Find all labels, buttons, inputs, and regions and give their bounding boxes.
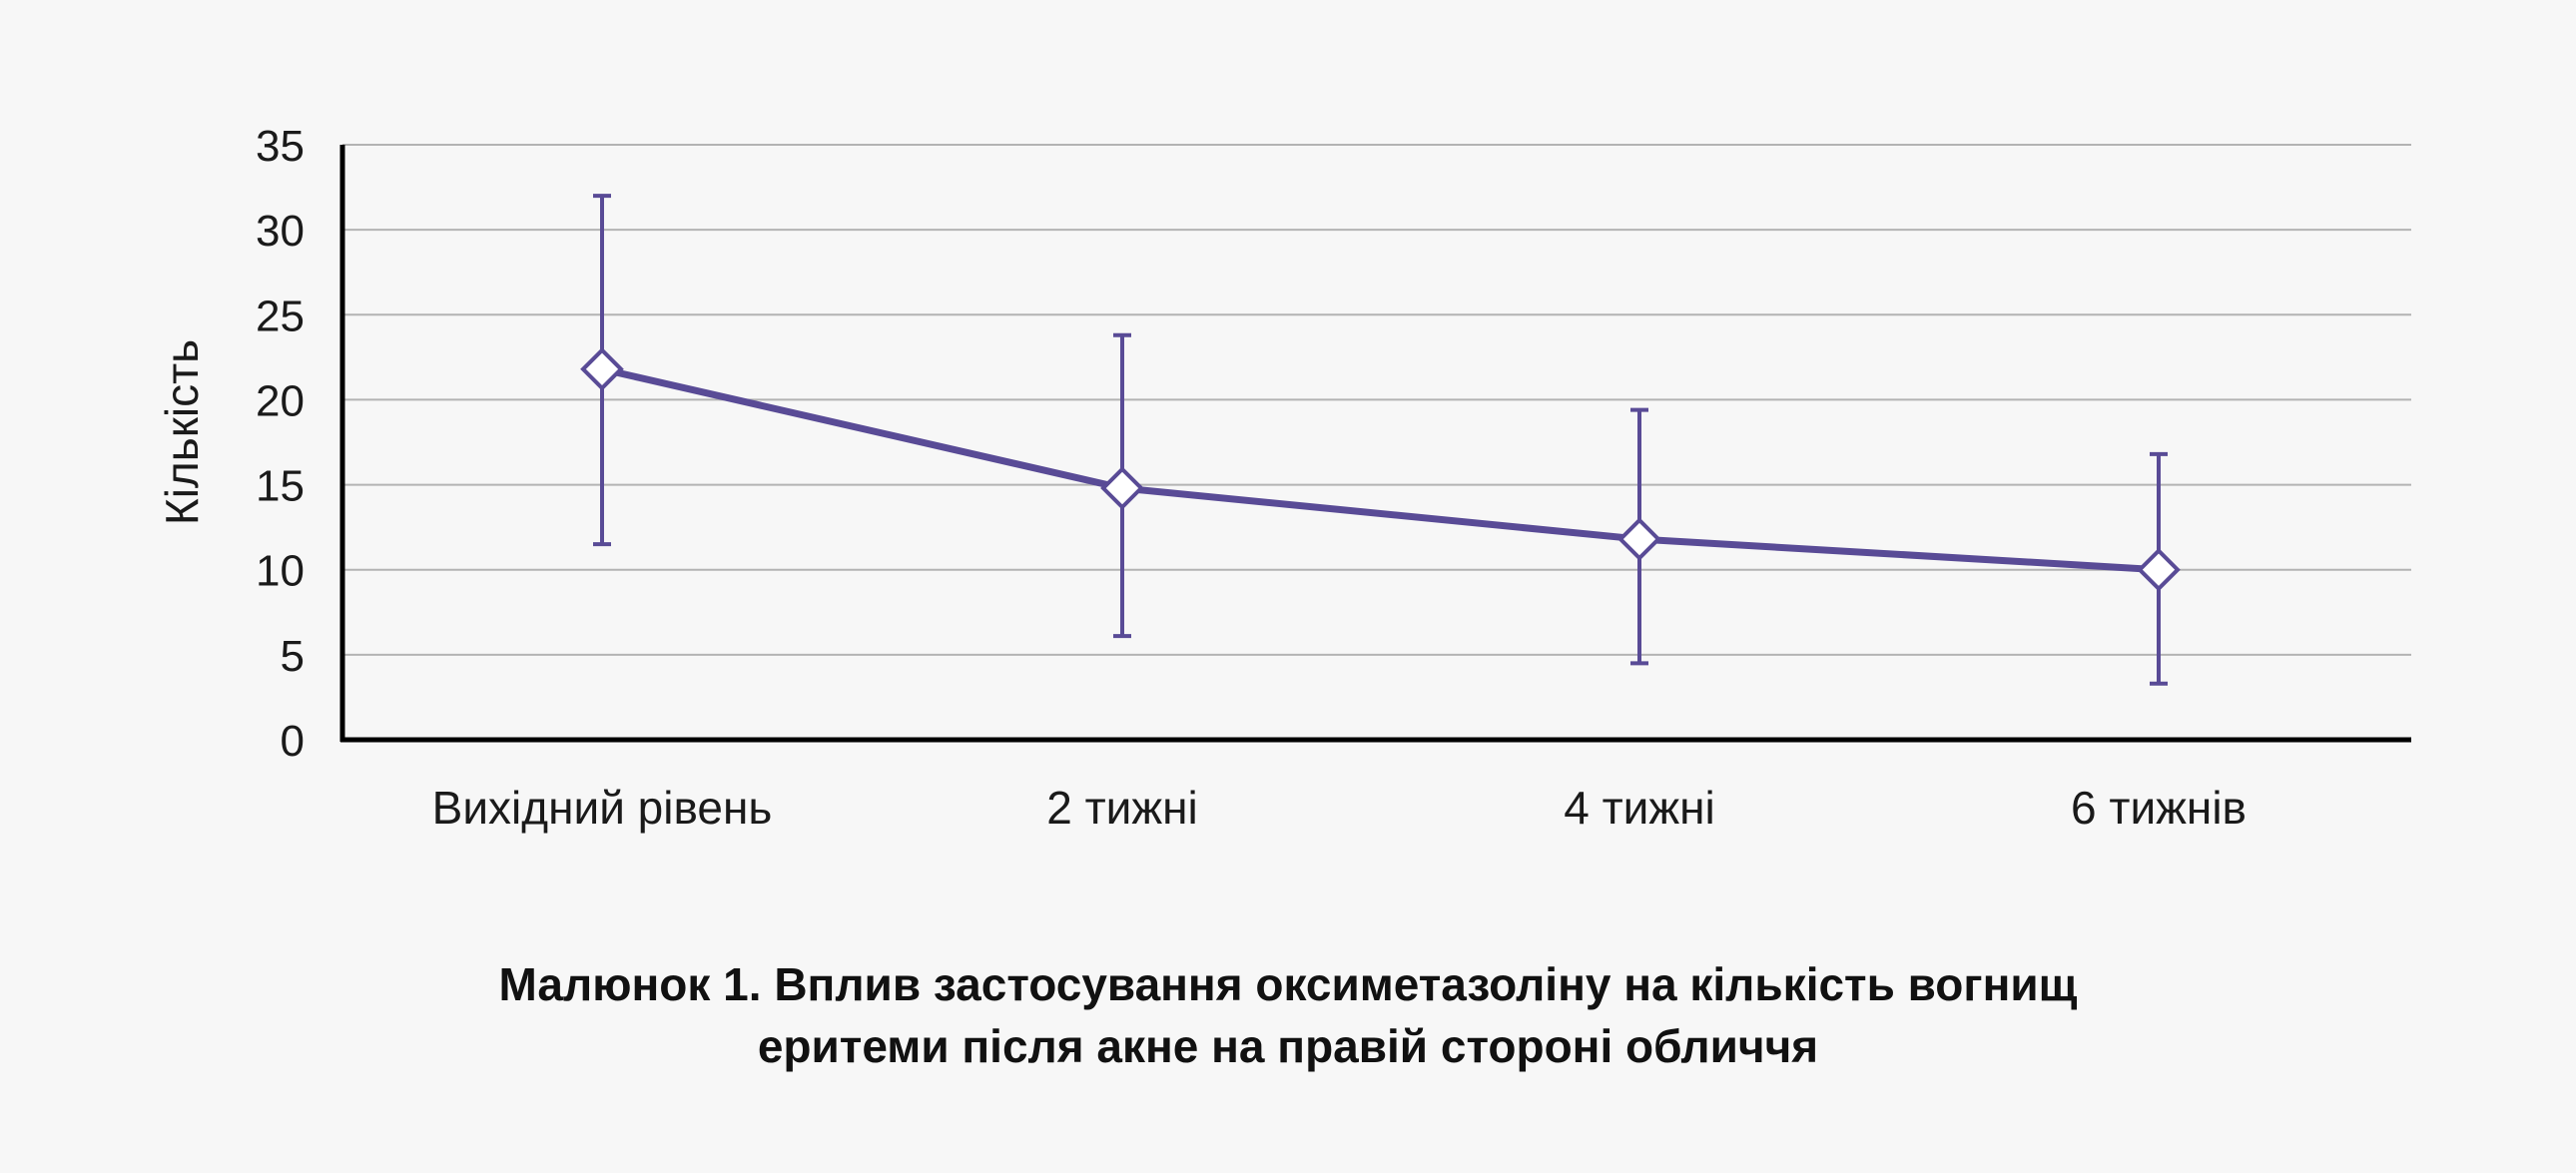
data-point-0: [580, 346, 624, 391]
y-tick-label-15: 15: [256, 462, 305, 511]
x-tick-label-3: 6 тижнів: [2071, 782, 2247, 834]
y-tick-label-0: 0: [281, 717, 305, 766]
data-point-1: [1100, 466, 1144, 510]
x-tick-label-2: 4 тижні: [1564, 782, 1715, 834]
y-tick-label-20: 20: [256, 376, 305, 425]
series-line-0: [601, 365, 2160, 574]
y-tick-label-35: 35: [256, 122, 305, 171]
x-tick-label-1: 2 тижні: [1046, 782, 1198, 834]
gridlines: [342, 144, 2411, 656]
data-point-2: [1617, 517, 1661, 561]
y-axis-title: Кількість: [156, 339, 208, 525]
y-tick-label-10: 10: [256, 547, 305, 596]
y-tick-label-30: 30: [256, 207, 305, 256]
y-tick-label-25: 25: [256, 292, 305, 340]
figure-caption-line-1: Малюнок 1. Вплив застосування оксиметазо…: [498, 958, 2078, 1010]
data-point-3: [2137, 547, 2181, 592]
series-group: [580, 194, 2181, 686]
x-tick-labels: Вихідний рівень 2 тижні 4 тижні 6 тижнів: [432, 782, 2247, 834]
axes: [339, 145, 2411, 743]
y-tick-label-5: 5: [281, 632, 305, 681]
y-tick-labels: 0 5 10 15 20 25 30 35: [256, 122, 305, 766]
figure-caption-line-2: еритеми після акне на правій стороні обл…: [757, 1020, 1819, 1072]
x-tick-label-0: Вихідний рівень: [432, 782, 773, 834]
